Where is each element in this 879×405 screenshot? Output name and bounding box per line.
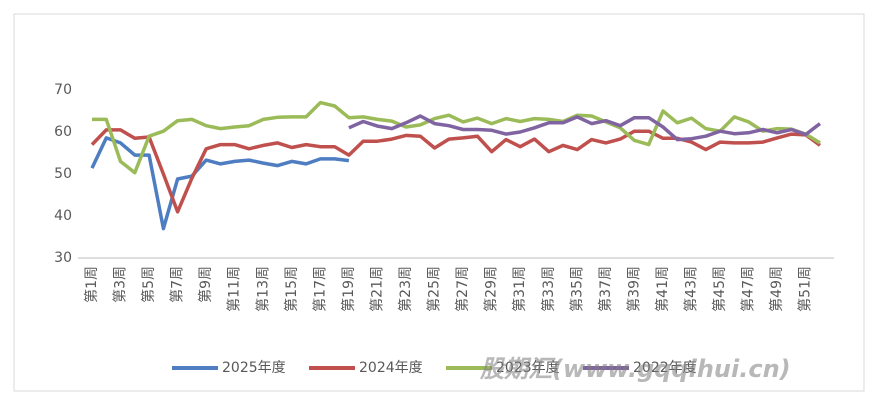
y-tick-label: 60 (54, 124, 72, 140)
x-tick-label: 第35周 (568, 266, 585, 312)
x-tick-label: 第43周 (683, 266, 700, 312)
x-tick-label: 第41周 (654, 266, 671, 312)
x-tick-label: 第49周 (768, 266, 785, 312)
watermark: 股期汇(www.gqqihui.cn) (479, 355, 791, 383)
y-tick-label: 50 (54, 166, 72, 182)
x-tick-label: 第11周 (226, 266, 243, 312)
x-tick-label: 第5周 (140, 266, 157, 303)
x-tick-label: 第25周 (426, 266, 443, 312)
legend-label: 2023年度 (496, 360, 560, 376)
x-tick-label: 第21周 (368, 266, 385, 312)
series-line (90, 136, 350, 231)
x-tick-label: 第29周 (483, 266, 500, 312)
x-tick-label: 第13周 (254, 266, 271, 312)
x-tick-label: 第19周 (340, 266, 357, 312)
x-tick-label: 第47周 (740, 266, 757, 312)
x-tick-label: 第31周 (511, 266, 528, 312)
x-tick-label: 第7周 (169, 266, 186, 303)
x-tick-label: 第39周 (625, 266, 642, 312)
x-tick-label: 第23周 (397, 266, 414, 312)
x-tick-label: 第33周 (540, 266, 557, 312)
legend-label: 2024年度 (359, 360, 423, 376)
x-tick-label: 第3周 (112, 266, 129, 303)
series-line (348, 114, 822, 142)
y-tick-label: 70 (54, 82, 72, 98)
x-tick-label: 第45周 (711, 266, 728, 312)
legend-label: 2025年度 (222, 360, 286, 376)
x-tick-label: 第17周 (311, 266, 328, 312)
y-tick-label: 30 (54, 250, 72, 266)
x-tick-label: 第27周 (454, 266, 471, 312)
x-tick-label: 第9周 (197, 266, 214, 303)
chart-frame (13, 13, 865, 392)
legend-label: 2022年度 (633, 360, 697, 376)
x-tick-label: 第1周 (83, 266, 100, 303)
series-line (90, 128, 822, 214)
series-line (92, 100, 821, 175)
y-tick-label: 40 (54, 208, 72, 224)
x-tick-label: 第15周 (283, 266, 300, 312)
x-tick-label: 第51周 (797, 266, 814, 312)
x-tick-label: 第37周 (597, 266, 614, 312)
